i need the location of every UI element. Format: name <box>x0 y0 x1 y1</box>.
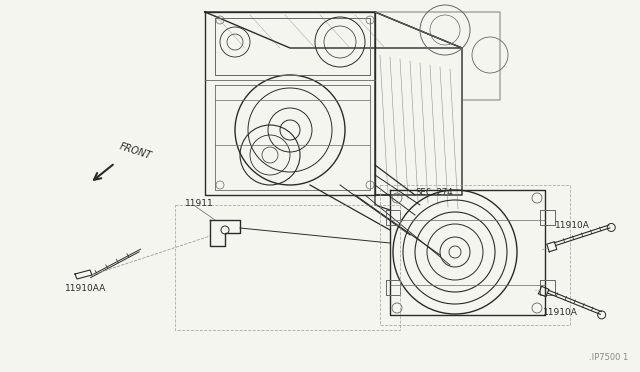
Text: FRONT: FRONT <box>118 141 153 161</box>
Text: 11910A: 11910A <box>543 308 578 317</box>
Text: .IP7500 1: .IP7500 1 <box>589 353 628 362</box>
Text: 11911: 11911 <box>185 199 214 208</box>
Text: 11910AA: 11910AA <box>65 284 106 293</box>
Text: SEC.274: SEC.274 <box>415 188 452 197</box>
Text: 11910A: 11910A <box>555 221 590 230</box>
